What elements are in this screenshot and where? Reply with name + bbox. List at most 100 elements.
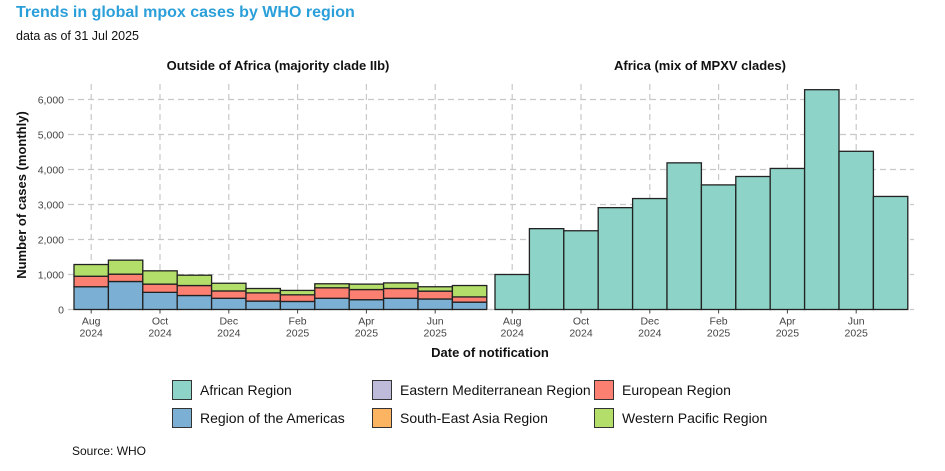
legend-label: Western Pacific Region [622, 410, 768, 426]
bar-segment [73, 275, 110, 288]
bar-segment [348, 288, 385, 301]
bar-segment [314, 283, 350, 289]
bar-segment [210, 282, 247, 292]
x-tick-year: 2024 [501, 328, 525, 340]
bar-segment [210, 290, 247, 299]
bar-segment [279, 300, 316, 311]
y-tick-label: 2,000 [38, 235, 64, 247]
x-tick-month: Oct [573, 316, 589, 328]
x-tick-year: 2025 [776, 328, 800, 340]
bar-segment [382, 297, 419, 311]
y-tick-label: 5,000 [38, 130, 64, 142]
bar-segment [73, 263, 110, 277]
bar-segment [700, 184, 737, 311]
bar-segment [528, 227, 565, 311]
bar-segment [142, 291, 178, 311]
bar-segment [73, 286, 110, 311]
bar-segment [176, 294, 213, 311]
bar-segment [279, 289, 316, 296]
bar-segment [451, 284, 488, 298]
legend-item: African Region [172, 380, 372, 400]
bar-segment [382, 287, 419, 299]
y-tick-label: 4,000 [38, 165, 64, 177]
bar-segment [563, 230, 599, 311]
bar-segment [279, 294, 316, 303]
x-tick-month: Aug [503, 316, 522, 328]
legend-label: Eastern Mediterranean Region [400, 382, 591, 398]
y-axis-title: Number of cases (monthly) [14, 111, 29, 279]
bar-segment [245, 300, 282, 311]
bar-segment [314, 297, 350, 311]
x-tick-year: 2024 [148, 328, 172, 340]
bar-segment [451, 296, 488, 303]
legend-item: South-East Asia Region [372, 408, 594, 428]
x-tick-month: Jun [427, 316, 444, 328]
x-axis-title: Date of notification [431, 345, 549, 360]
bar-segment [803, 89, 840, 311]
x-tick-year: 2024 [638, 328, 662, 340]
panel-title: Outside of Africa (majority clade IIb) [167, 58, 390, 73]
x-tick-year: 2025 [845, 328, 869, 340]
y-tick-label: 6,000 [38, 95, 64, 107]
bar-segment [666, 162, 703, 311]
bar-segment [382, 282, 419, 290]
x-tick-year: 2024 [569, 328, 593, 340]
y-tick-label: 0 [58, 305, 64, 317]
x-tick-year: 2025 [707, 328, 731, 340]
bar-segment [107, 273, 144, 283]
x-tick-month: Jun [848, 316, 865, 328]
x-tick-month: Dec [219, 316, 238, 328]
x-tick-month: Apr [358, 316, 375, 328]
x-tick-year: 2024 [217, 328, 241, 340]
bar-segment [494, 273, 531, 311]
legend-swatch [172, 380, 192, 400]
bar-segment [210, 297, 247, 311]
legend-swatch [372, 380, 392, 400]
x-tick-month: Dec [640, 316, 659, 328]
x-tick-month: Oct [152, 316, 168, 328]
bar-segment [348, 283, 385, 291]
bar-segment [631, 197, 668, 311]
legend-label: Region of the Americas [200, 410, 345, 426]
source-note: Source: WHO [72, 444, 147, 458]
bar-segment [597, 206, 634, 311]
bar-segment [245, 287, 282, 294]
x-tick-month: Aug [82, 316, 101, 328]
bar-segment [769, 167, 806, 311]
legend-item: Western Pacific Region [594, 408, 794, 428]
panel-title: Africa (mix of MPXV clades) [614, 58, 786, 73]
chart-subtitle: data as of 31 Jul 2025 [16, 29, 140, 43]
legend-swatch [594, 408, 614, 428]
bar-segment [417, 290, 454, 300]
bar-segment [417, 298, 454, 311]
bar-segment [176, 274, 213, 287]
bar-segment [314, 287, 350, 299]
bar-segment [107, 280, 144, 311]
bar-segment [176, 284, 213, 297]
legend-swatch [172, 408, 192, 428]
legend-swatch [372, 408, 392, 428]
y-tick-label: 3,000 [38, 200, 64, 212]
x-tick-month: Apr [779, 316, 796, 328]
bar-segment [142, 283, 178, 294]
x-tick-month: Feb [289, 316, 307, 328]
bar-segment [872, 195, 909, 311]
bar-segment [735, 175, 771, 311]
bar-segment [348, 299, 385, 311]
x-tick-month: Feb [710, 316, 728, 328]
bar-segment [245, 292, 282, 302]
bar-segment [417, 286, 454, 292]
bar-segment [838, 150, 875, 311]
legend-item: Eastern Mediterranean Region [372, 380, 594, 400]
legend-label: South-East Asia Region [400, 410, 548, 426]
legend-label: European Region [622, 382, 731, 398]
y-tick-label: 1,000 [38, 270, 64, 282]
x-tick-year: 2024 [80, 328, 104, 340]
x-tick-year: 2025 [355, 328, 379, 340]
legend-item: European Region [594, 380, 794, 400]
chart-title: Trends in global mpox cases by WHO regio… [16, 4, 355, 21]
bar-segment [451, 301, 488, 311]
legend-item: Region of the Americas [172, 408, 372, 428]
